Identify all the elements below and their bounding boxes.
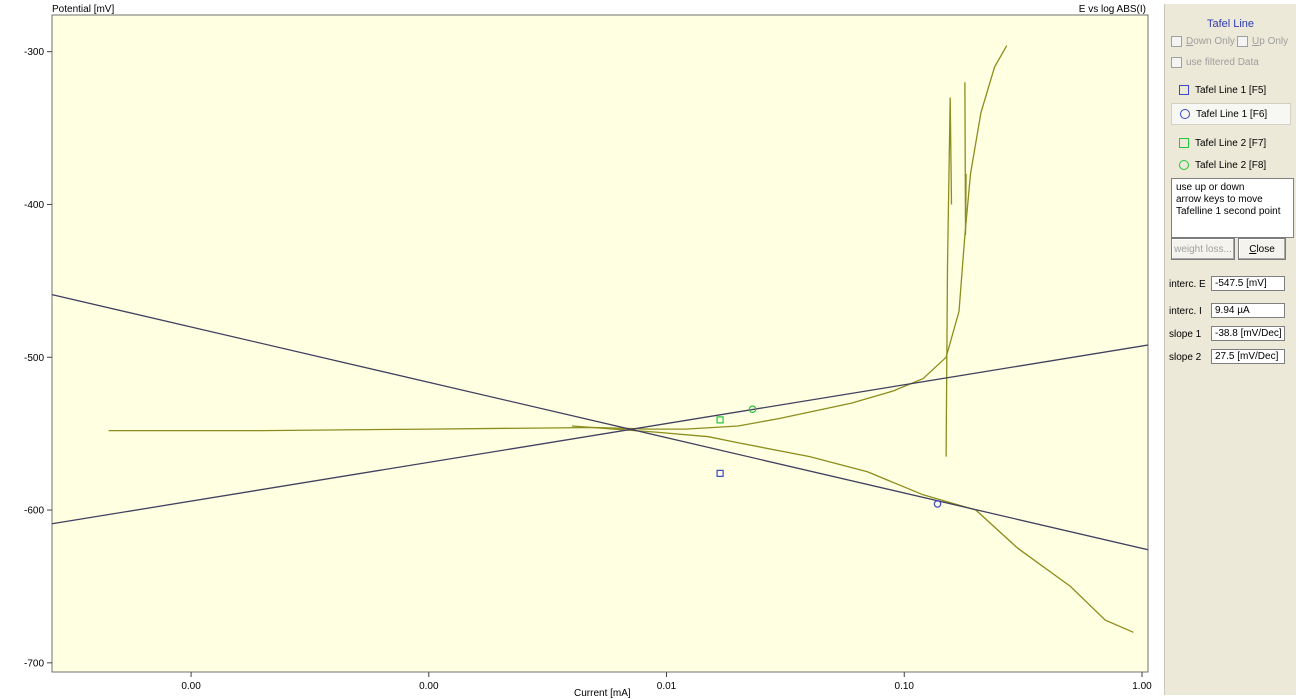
y-tick-label: -300 [24, 47, 44, 58]
y-tick-label: -500 [24, 353, 44, 364]
tafel-point-square-marker [716, 469, 724, 477]
tafel-line-2-f7[interactable]: Tafel Line 2 [F7] [1171, 133, 1289, 153]
x-tick-label: 0.00 [419, 681, 439, 692]
tafel-chart[interactable]: -300 -400 -500 -600 -700 0.00 0.00 0.01 0.10 1.00 [0, 0, 1160, 699]
close-label-rest: lose [1256, 243, 1275, 255]
interc-e-label: interc. E [1169, 279, 1206, 290]
tafel-item-label: Tafel Line 1 [F5] [1195, 84, 1267, 96]
x-tick-label: 0.10 [895, 681, 915, 692]
slope-1-field[interactable]: -38.8 [mV/Dec] [1211, 326, 1285, 341]
square-marker-icon [1179, 85, 1189, 95]
slope-2-label: slope 2 [1169, 352, 1202, 363]
graph-title: E vs log ABS(I) [1078, 4, 1146, 15]
tafel-point-square-marker [716, 416, 724, 424]
close-mnemonic: C [1249, 243, 1257, 255]
up-only-label: p Only [1259, 36, 1289, 47]
axis-ticks: -300 -400 -500 -600 -700 0.00 0.00 0.01 0.10 1.00 [24, 47, 1152, 692]
tafel-item-label: Tafel Line 2 [F8] [1195, 159, 1267, 171]
tafel-line [51, 293, 1149, 551]
interc-i-label: interc. I [1169, 306, 1202, 317]
tafel-item-label: Tafel Line 2 [F7] [1195, 137, 1267, 149]
slope-1-label: slope 1 [1169, 329, 1202, 340]
y-tick-label: -400 [24, 200, 44, 211]
tafel-line-2-f8[interactable]: Tafel Line 2 [F8] [1171, 155, 1289, 175]
tafel-line [51, 344, 1149, 525]
square-marker-icon [1179, 138, 1189, 148]
help-text-box: use up or down arrow keys to move Tafell… [1171, 178, 1294, 238]
curve-layer [108, 45, 1134, 633]
data-series-line [108, 45, 1008, 432]
use-filtered-data-checkbox[interactable]: use filtered Data [1171, 57, 1259, 68]
x-tick-label: 1.00 [1132, 681, 1152, 692]
checkbox-icon [1171, 57, 1182, 68]
circle-marker-icon [1179, 160, 1189, 170]
tafel-line-1-f5[interactable]: Tafel Line 1 [F5] [1171, 80, 1289, 100]
up-only-mnemonic: U [1252, 36, 1260, 47]
tafel-point-circle-marker [933, 500, 942, 508]
tafel-point-circle-marker [748, 405, 757, 414]
circle-marker-icon [1180, 109, 1190, 119]
x-tick-label: 0.01 [657, 681, 677, 692]
data-series-line [964, 82, 967, 236]
interc-e-field[interactable]: -547.5 [mV] [1211, 276, 1285, 291]
y-tick-label: -700 [24, 658, 44, 669]
use-filtered-data-label: use filtered Data [1186, 57, 1259, 68]
down-only-mnemonic: D [1186, 36, 1194, 47]
weight-loss-button[interactable]: weight loss... [1171, 238, 1235, 260]
x-tick-label: 0.00 [181, 681, 201, 692]
interc-i-field[interactable]: 9.94 µA [1211, 303, 1285, 318]
x-axis-title: Current [mA] [574, 688, 631, 699]
marker-layer [716, 405, 942, 508]
tafel-line-layer [51, 293, 1149, 551]
plot-area[interactable]: -300 -400 -500 -600 -700 0.00 0.00 0.01 0.10 1.00… [0, 0, 1160, 699]
y-tick-label: -600 [24, 506, 44, 517]
slope-2-field[interactable]: 27.5 [mV/Dec] [1211, 349, 1285, 364]
tafel-item-label: Tafel Line 1 [F6] [1196, 108, 1268, 120]
y-axis-title: Potential [mV] [52, 4, 115, 15]
tafel-line-1-f6[interactable]: Tafel Line 1 [F6] [1171, 103, 1291, 125]
data-series-line [945, 97, 953, 457]
checkbox-icon [1171, 36, 1182, 47]
down-only-label: own Only [1193, 36, 1235, 47]
data-series-line [571, 425, 1134, 633]
checkbox-icon [1237, 36, 1248, 47]
plot-background [51, 14, 1149, 673]
panel-title: Tafel Line [1206, 18, 1255, 30]
